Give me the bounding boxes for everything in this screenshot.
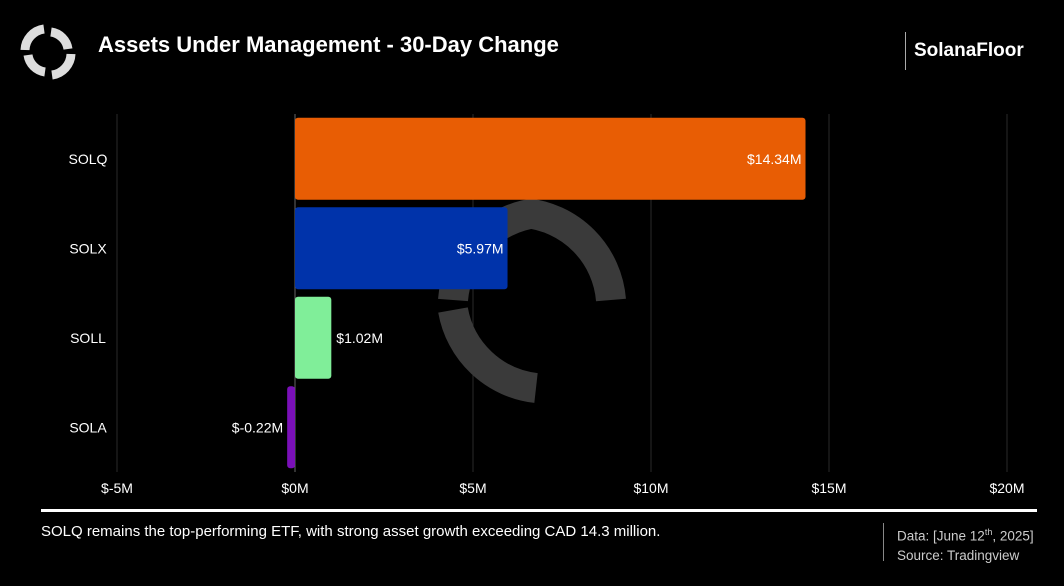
footer-divider xyxy=(41,509,1037,512)
bar-chart: $-5M $0M $5M $10M $15M $20M SOLQ $14.34M SOLX $5.… xyxy=(69,114,1025,496)
data-date-prefix: Data: [June 12 xyxy=(897,528,985,544)
solanafloor-logo-icon xyxy=(20,24,76,80)
brand-divider xyxy=(905,32,906,70)
x-tick-label: $0M xyxy=(281,480,308,496)
y-category-label: SOLX xyxy=(69,240,107,256)
data-label: $-0.22M xyxy=(232,419,283,435)
data-date: Data: [June 12th, 2025] xyxy=(897,523,1034,546)
data-label: $5.97M xyxy=(457,240,504,256)
data-date-suffix: , 2025] xyxy=(992,528,1034,544)
source-divider xyxy=(883,523,884,561)
y-category-label: SOLL xyxy=(70,330,106,346)
data-source: Source: Tradingview xyxy=(897,547,1020,563)
bar-sola xyxy=(287,386,295,469)
x-tick-label: $5M xyxy=(459,480,486,496)
bar-solq xyxy=(295,117,806,200)
data-label: $1.02M xyxy=(336,330,383,346)
data-date-sup: th xyxy=(984,527,993,537)
y-category-label: SOLA xyxy=(69,419,107,435)
source-info: Data: [June 12th, 2025] Source: Tradingv… xyxy=(897,523,1034,565)
chart-caption: SOLQ remains the top-performing ETF, wit… xyxy=(41,523,661,540)
x-tick-label: $20M xyxy=(989,480,1024,496)
brand-name: SolanaFloor xyxy=(914,40,1024,61)
page-title: Assets Under Management - 30-Day Change xyxy=(98,32,559,57)
data-label: $14.34M xyxy=(747,151,801,167)
x-tick-label: $10M xyxy=(633,480,668,496)
bar-soll xyxy=(295,296,332,379)
x-tick-label: $15M xyxy=(811,480,846,496)
x-tick-label: $-5M xyxy=(101,480,133,496)
bar-solx xyxy=(295,207,508,290)
y-category-label: SOLQ xyxy=(69,151,108,167)
